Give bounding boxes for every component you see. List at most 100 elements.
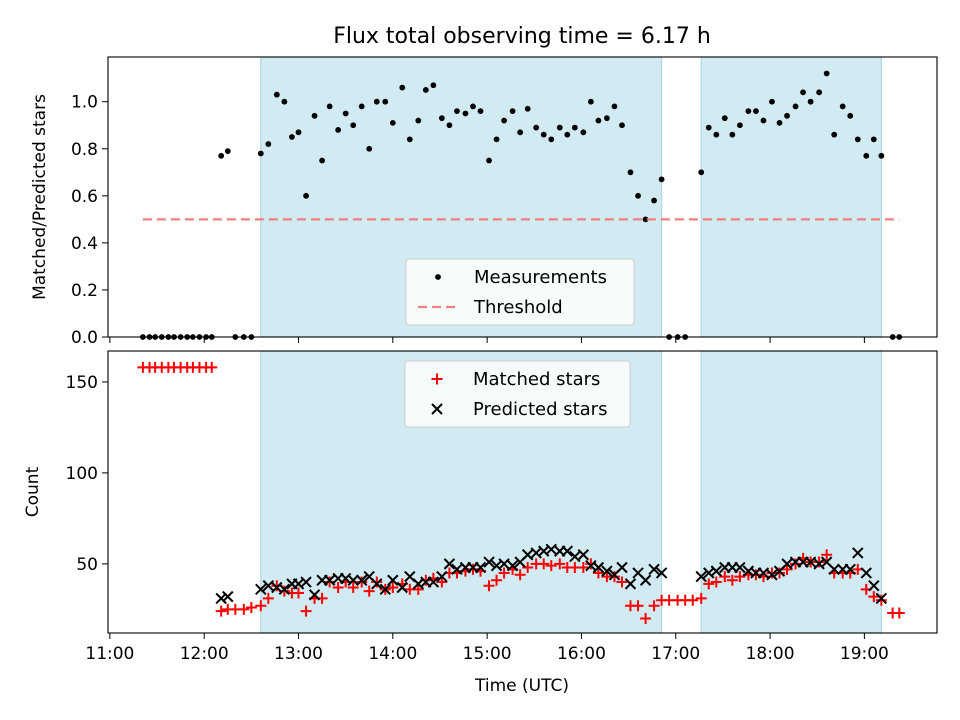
measurement-point xyxy=(289,134,295,140)
legend-box xyxy=(405,258,635,326)
predicted-star-point xyxy=(639,574,652,586)
measurement-point xyxy=(335,127,342,133)
measurement-point xyxy=(604,115,610,122)
matched-star-point xyxy=(483,580,495,592)
matched-star-point xyxy=(821,549,833,561)
matched-star-point xyxy=(790,558,802,570)
matched-star-point xyxy=(875,594,887,606)
matched-star-point xyxy=(538,558,550,570)
matched-star-point xyxy=(436,576,448,588)
observing-window-2 xyxy=(700,350,882,634)
matched-star-point xyxy=(773,567,785,579)
measurement-point xyxy=(698,169,705,176)
measurement-point xyxy=(493,136,500,143)
x-tick-label: 15:00 xyxy=(463,644,512,664)
measurement-point xyxy=(863,152,870,159)
predicted-star-point xyxy=(436,570,448,583)
matched-star-point xyxy=(363,585,375,597)
measurement-point xyxy=(257,150,264,157)
series-predicted-stars xyxy=(215,543,888,605)
measurement-point xyxy=(556,124,563,131)
measurement-point xyxy=(540,131,547,138)
measurement-point xyxy=(358,103,365,110)
predicted-star-point xyxy=(396,581,408,594)
matched-star-point xyxy=(215,605,227,617)
predicted-star-point xyxy=(695,570,707,583)
x-tick-label: 17:00 xyxy=(651,644,700,664)
measurement-point xyxy=(784,112,790,119)
y-tick-label: 0.2 xyxy=(71,281,98,301)
matched-star-point xyxy=(293,587,305,599)
measurement-point xyxy=(415,117,422,124)
matched-star-point xyxy=(300,605,312,617)
measurement-point xyxy=(462,110,469,117)
predicted-star-point xyxy=(474,561,487,574)
predicted-star-point xyxy=(860,567,872,579)
matched-star-point xyxy=(387,582,399,594)
measurement-point xyxy=(839,103,846,110)
matched-star-point xyxy=(632,600,644,612)
measurement-point xyxy=(658,176,665,183)
measurement-point xyxy=(366,145,373,152)
measurement-point xyxy=(619,122,625,129)
measurement-point xyxy=(847,112,854,119)
measurement-point xyxy=(406,136,413,143)
matched-star-point xyxy=(262,592,274,604)
measurement-point xyxy=(548,136,555,143)
y-tick-label: 0.6 xyxy=(71,187,98,207)
matched-star-point xyxy=(710,576,722,588)
measurement-point xyxy=(399,84,406,91)
matched-star-point xyxy=(522,562,534,574)
y-tick-label: 0.0 xyxy=(71,328,98,348)
matched-star-point xyxy=(255,600,267,612)
measurement-point xyxy=(705,124,712,131)
predicted-star-point xyxy=(323,574,336,586)
predicted-star-point xyxy=(781,558,793,570)
measurement-point xyxy=(800,89,806,96)
measurement-point xyxy=(807,98,814,105)
predicted-star-point xyxy=(577,549,590,561)
measurement-point xyxy=(760,117,767,124)
matched-star-point xyxy=(734,571,746,583)
observing-window-2 xyxy=(700,56,882,338)
measurement-point xyxy=(580,129,587,136)
measurement-point xyxy=(524,105,531,112)
predicted-star-point xyxy=(655,567,668,579)
matched-star-point xyxy=(347,582,359,594)
measurement-point xyxy=(517,129,524,136)
x-tick-label: 13:00 xyxy=(274,644,323,664)
predicted-star-point xyxy=(757,567,770,579)
matched-star-point xyxy=(726,574,738,586)
measurement-point xyxy=(382,98,389,105)
predicted-star-point xyxy=(844,563,856,576)
predicted-star-point xyxy=(506,559,519,572)
matched-star-point xyxy=(687,594,699,606)
matched-star-point xyxy=(371,576,383,588)
legend-label: Matched stars xyxy=(473,369,600,390)
matched-star-point xyxy=(238,603,250,615)
legend-measurement-swatch xyxy=(435,274,441,280)
measurement-point xyxy=(470,103,476,110)
legend-box xyxy=(404,360,631,428)
predicted-star-point xyxy=(262,579,275,592)
matched-star-point xyxy=(868,591,880,603)
matched-star-point xyxy=(245,602,257,614)
measurement-point xyxy=(422,87,429,93)
measurement-point xyxy=(533,124,540,131)
matched-star-point xyxy=(577,562,589,574)
x-tick-label: 19:00 xyxy=(840,644,889,664)
measurement-point xyxy=(870,136,877,143)
measurement-point xyxy=(587,98,594,105)
measurement-point xyxy=(218,152,225,159)
x-tick-label: 16:00 xyxy=(557,644,606,664)
measurement-point xyxy=(438,115,445,122)
matched-star-point xyxy=(648,600,660,612)
predicted-star-point xyxy=(387,574,399,586)
predicted-star-point xyxy=(379,583,391,596)
x-axis-label: Time (UTC) xyxy=(474,676,569,696)
measurement-point xyxy=(769,98,775,105)
matched-star-point xyxy=(592,567,604,579)
predicted-star-point xyxy=(308,589,321,601)
measurement-point xyxy=(831,131,838,138)
predicted-star-point xyxy=(592,561,605,574)
